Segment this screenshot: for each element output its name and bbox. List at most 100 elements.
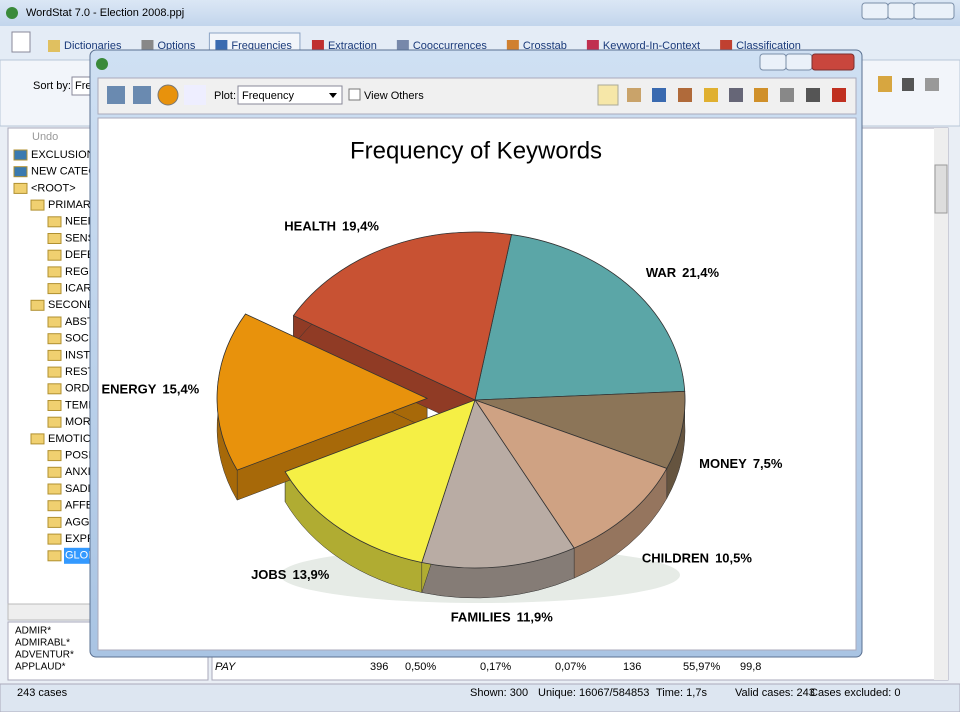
dialog-minimize[interactable] xyxy=(759,53,787,71)
tree-item[interactable]: INST xyxy=(65,349,90,361)
menu-tab[interactable]: Classification xyxy=(736,40,801,52)
tree-item[interactable]: EXCLUSION xyxy=(31,149,95,161)
dialog-maximize[interactable] xyxy=(785,53,813,71)
pie-slice[interactable] xyxy=(421,399,575,569)
bar-icon[interactable] xyxy=(107,86,125,104)
label-name: JOBS xyxy=(251,568,287,583)
tool-icon[interactable] xyxy=(754,88,768,102)
slice-label: WAR 21,4% xyxy=(646,266,720,281)
chart-tools[interactable] xyxy=(597,84,846,106)
undo[interactable]: Undo xyxy=(32,131,58,143)
v-scrollbar[interactable] xyxy=(934,128,948,680)
tree-item[interactable]: NEED xyxy=(65,216,96,228)
folder-icon xyxy=(47,266,62,278)
tree-item[interactable]: REST xyxy=(65,366,95,378)
tree-item[interactable]: AFFE xyxy=(65,500,93,512)
tree-item[interactable]: ORDE xyxy=(65,383,97,395)
menu-tab[interactable]: Extraction xyxy=(328,40,377,52)
menu-tab[interactable]: Cooccurrences xyxy=(413,40,487,52)
tool-icon[interactable] xyxy=(878,76,892,92)
table-cell: 136 xyxy=(623,661,641,673)
dropdown-arrow xyxy=(329,93,337,98)
tree-item[interactable]: PRIMAR xyxy=(48,199,91,211)
folder-icon xyxy=(47,249,62,261)
plot-value: Frequency xyxy=(242,90,294,102)
pie-icon[interactable] xyxy=(157,84,179,106)
menu-tab[interactable]: Keyword-In-Context xyxy=(603,40,700,52)
tool-icon[interactable] xyxy=(806,88,820,102)
tree-item[interactable]: ICAR xyxy=(65,283,91,295)
tree-item[interactable]: REGR xyxy=(65,266,97,278)
keyword[interactable]: ADMIRABL* xyxy=(15,638,70,649)
chart-title: Frequency of Keywords xyxy=(350,137,602,164)
table-cell: 99,8 xyxy=(740,661,761,673)
menu-icon[interactable] xyxy=(11,31,31,53)
dialog-icon xyxy=(96,58,108,70)
tree-item[interactable]: ANXI xyxy=(65,466,91,478)
tree-item[interactable]: <ROOT> xyxy=(31,182,76,194)
tool-icon[interactable] xyxy=(678,88,692,102)
dialog-close[interactable] xyxy=(811,53,855,71)
window-controls[interactable] xyxy=(861,2,955,20)
tool-icon[interactable] xyxy=(729,88,743,102)
pie-slice[interactable] xyxy=(474,234,686,401)
close[interactable] xyxy=(913,2,955,20)
print-icon[interactable] xyxy=(925,78,939,91)
label-value: 13,9% xyxy=(292,568,329,583)
keyword[interactable]: ADMIR* xyxy=(15,626,51,637)
tree-item[interactable]: EMOTIO xyxy=(48,433,92,445)
hbar-icon[interactable] xyxy=(133,86,151,104)
folder-icon xyxy=(47,383,62,395)
pie-slice[interactable] xyxy=(216,313,429,471)
wordcloud-icon[interactable] xyxy=(184,85,206,105)
folder-icon xyxy=(47,533,62,545)
3d-toggle[interactable] xyxy=(597,84,619,106)
plot-select[interactable] xyxy=(237,85,343,105)
tree-item[interactable]: NEW CATEC xyxy=(31,166,96,178)
tree-item[interactable]: DEFE xyxy=(65,249,94,261)
folder-icon xyxy=(30,199,45,211)
menu-tab[interactable]: Frequencies xyxy=(231,40,292,52)
keyword[interactable]: ADVENTUR* xyxy=(15,650,74,661)
tool-icon[interactable] xyxy=(652,88,666,102)
tree-item[interactable]: GLOF xyxy=(65,550,95,562)
tree-item[interactable]: ABST xyxy=(65,316,94,328)
slice-label: JOBS 13,9% xyxy=(251,568,330,583)
tree-item[interactable]: SECONE xyxy=(48,299,94,311)
tree-item[interactable]: SADN xyxy=(65,483,96,495)
tree-item[interactable]: SOCI xyxy=(65,333,92,345)
tool-icon[interactable] xyxy=(627,88,641,102)
pie-slice[interactable] xyxy=(473,399,668,549)
keyword[interactable]: APPLAUD* xyxy=(15,662,66,673)
menu-tab[interactable]: Dictionaries xyxy=(64,40,122,52)
view-others-label: View Others xyxy=(364,90,424,102)
tool-icon[interactable] xyxy=(780,88,794,102)
tree-item[interactable]: EXPR xyxy=(65,533,95,545)
tree-item[interactable]: SENS xyxy=(65,232,95,244)
save-icon[interactable] xyxy=(902,78,914,91)
folder-icon xyxy=(47,483,62,495)
folder-icon xyxy=(47,233,62,244)
tree-item[interactable]: POSI xyxy=(65,450,91,462)
pie-slice[interactable] xyxy=(474,390,686,469)
minimize[interactable] xyxy=(861,2,889,20)
folder-icon xyxy=(47,516,62,528)
label-value: 7,5% xyxy=(753,456,783,471)
maximize[interactable] xyxy=(887,2,915,20)
menu-tab[interactable]: Crosstab xyxy=(523,40,567,52)
pie-slice[interactable] xyxy=(292,231,512,401)
view-others-checkbox[interactable] xyxy=(348,88,361,101)
tab-icon xyxy=(506,40,519,52)
sort-label: Sort by: xyxy=(33,80,71,92)
folder-icon xyxy=(47,400,62,411)
tool-icon[interactable] xyxy=(704,88,718,102)
tree-item[interactable]: TEMF xyxy=(65,399,95,411)
menu-tab[interactable]: Options xyxy=(157,40,195,52)
status-item: Unique: 16067/584853 xyxy=(538,687,649,699)
label-name: MONEY xyxy=(699,456,747,471)
tree-item[interactable]: AGGF xyxy=(65,516,96,528)
table-cell: PAY xyxy=(215,661,236,673)
tool-icon[interactable] xyxy=(832,88,846,102)
scroll-thumb[interactable] xyxy=(934,164,948,214)
pie-slice[interactable] xyxy=(284,399,476,563)
